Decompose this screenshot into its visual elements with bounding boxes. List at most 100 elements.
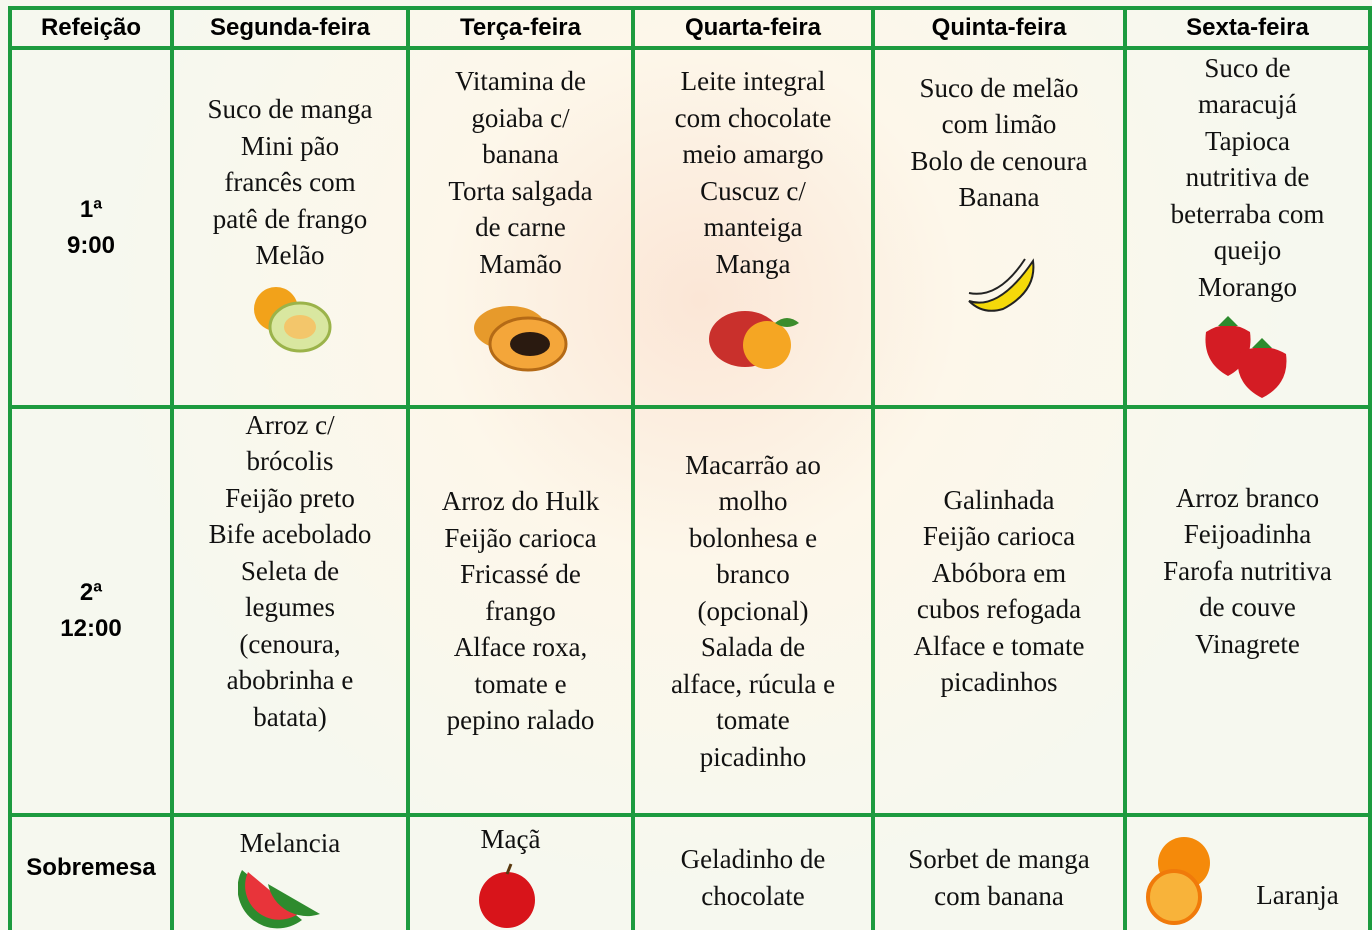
menu-item: Melancia (239, 828, 341, 858)
menu-item: picadinhos (940, 667, 1058, 697)
meal-label: 2ª (79, 579, 103, 606)
menu-item: goiaba c/ (471, 102, 570, 133)
menu-item: (opcional) (697, 595, 809, 626)
menu-item: Arroz branco (1175, 482, 1320, 513)
menu-item: abobrinha e (226, 665, 354, 696)
menu-item: Fricassé de (460, 559, 581, 590)
menu-item: tomate (716, 705, 790, 736)
table-cell: Arroz c/brócolis Feijão preto Bife acebola… (172, 407, 408, 815)
menu-item: nutritiva de (1185, 162, 1310, 193)
menu-item: com banana (934, 880, 1064, 911)
menu-item: Galinhada (943, 484, 1055, 515)
menu-item: Melão (255, 240, 325, 271)
menu-item: Abóbora em (931, 557, 1067, 588)
menu-item: Suco de (1204, 52, 1291, 83)
menu-item: de couve (1199, 592, 1296, 623)
table-cell: Galinhada Feijão carioca Abóbora em cubos r… (873, 407, 1125, 815)
meal-label: 12:00 (60, 615, 122, 642)
menu-item: Morango (1198, 271, 1297, 302)
menu-item: Mini pão (240, 130, 340, 161)
menu-item: Alface roxa, (453, 632, 588, 663)
menu-item: Suco de melão (919, 72, 1079, 103)
strawberry-icon (1205, 316, 1287, 398)
table-cell: Suco de manga Mini pão francês com patê de … (172, 48, 408, 407)
menu-item: alface, rúcula e (670, 668, 836, 699)
watermelon-icon (238, 870, 320, 929)
table-cell: Arroz branco Feijoadinha Farofa nutritiva d… (1125, 407, 1370, 815)
column-header: Quinta-feira (931, 14, 1067, 41)
menu-item: Leite integral (680, 66, 826, 96)
menu-item: molho (718, 486, 788, 517)
menu-item: frango (485, 595, 556, 626)
table-cell: Refeição (10, 8, 172, 48)
meal-label: 9:00 (66, 231, 116, 259)
border-line (8, 6, 1372, 10)
border-line (631, 8, 635, 930)
menu-item: de carne (475, 212, 566, 242)
column-header: Sexta-feira (1186, 14, 1309, 41)
table-cell: Suco de maracujá Tapioca nutritiva de beterr… (1125, 48, 1370, 407)
menu-item: Feijão carioca (922, 521, 1076, 551)
menu-item: Vitamina de (454, 66, 587, 96)
melon-icon (254, 287, 332, 353)
menu-item: maracujá (1198, 89, 1297, 120)
meal-label: Sobremesa (26, 853, 156, 881)
border-line (8, 8, 12, 930)
menu-item: Maçã (480, 824, 541, 854)
menu-item: francês com (224, 167, 356, 198)
menu-item: cubos refogada (916, 594, 1082, 624)
menu-item: Feijão carioca (444, 522, 597, 553)
table-cell: Segunda-feira (172, 8, 408, 48)
banana-icon (968, 258, 1035, 312)
menu-item: Alface e tomate (913, 630, 1085, 661)
menu-item: Bolo de cenoura (910, 145, 1088, 176)
table-cell: Suco de melão com limão Bolo de cenoura Ban… (873, 48, 1125, 407)
menu-item: Bife acebolado (208, 519, 372, 550)
table-cell: Melancia (172, 815, 408, 930)
menu-item: banana (482, 139, 559, 169)
column-header: Segunda-feira (209, 14, 371, 41)
border-line (8, 813, 1372, 817)
table-cell: Sexta-feira (1125, 8, 1370, 48)
table-cell: Leite integral com chocolate meio amargo Cu… (633, 48, 873, 407)
table-cell: Laranja (1125, 815, 1370, 930)
menu-item: legumes (245, 592, 335, 623)
table-cell: 1ª 9:00 (10, 48, 172, 407)
menu-item: branco (716, 559, 790, 590)
table-cell: Vitamina de goiaba c/banana Torta salgada d… (408, 48, 633, 407)
menu-item: (cenoura, (239, 628, 341, 659)
table-cell: Sobremesa (10, 815, 172, 930)
table-cell: Sorbet de manga com banana (873, 815, 1125, 930)
column-header: Terça-feira (460, 14, 581, 41)
table-cell: Maçã (408, 815, 633, 930)
mango-icon (709, 311, 799, 369)
orange-icon (1146, 837, 1210, 925)
menu-item: Sorbet de manga (908, 844, 1090, 874)
column-header: Quarta-feira (684, 14, 822, 41)
menu-item: tomate e (474, 668, 567, 699)
menu-item: batata) (253, 701, 327, 732)
apple-icon (479, 863, 535, 928)
border-line (406, 8, 410, 930)
menu-item: com limão (941, 109, 1057, 139)
menu-item: Mamão (479, 248, 562, 279)
table-cell: 2ª 12:00 (10, 407, 172, 815)
border-line (8, 46, 1372, 50)
table-cell: Macarrão ao molho bolonhesa e branco (opcion… (633, 407, 873, 815)
menu-item: pepino ralado (446, 705, 595, 736)
meal-label: 1ª (79, 195, 103, 223)
menu-item: Geladinho de (680, 844, 826, 874)
menu-item: Seleta de (240, 555, 340, 586)
border-line (871, 8, 875, 930)
menu-item: Banana (958, 182, 1040, 212)
menu-item: Arroz do Hulk (441, 486, 600, 517)
menu-item: com chocolate (674, 102, 832, 133)
menu-item: beterraba com (1170, 198, 1325, 229)
menu-item: Suco de manga (207, 94, 373, 125)
table-cell: Arroz do Hulk Feijão carioca Fricassé de fr… (408, 407, 633, 815)
menu-item: meio amargo (682, 139, 824, 169)
menu-item: queijo (1213, 235, 1282, 266)
border-line (170, 8, 174, 930)
table-cell: Geladinho de chocolate (633, 815, 873, 930)
menu-item: Cuscuz c/ (700, 175, 806, 206)
